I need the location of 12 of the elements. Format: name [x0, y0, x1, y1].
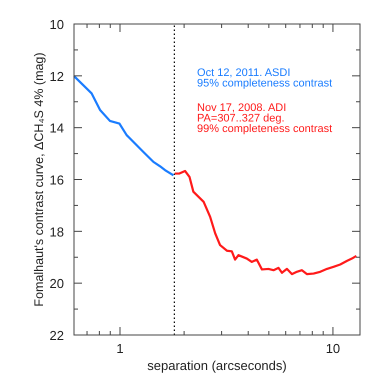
y-tick-label: 14 — [50, 120, 64, 136]
y-tick-label: 18 — [50, 224, 64, 240]
text: Nov 17, 2008. ADI PA=307..327 deg. 99% completeness contrast — [197, 102, 332, 135]
y-tick-label: 10 — [50, 17, 64, 32]
y-tick-label: 20 — [50, 276, 64, 292]
y-tick-label: 16 — [50, 172, 64, 188]
text: Oct 12, 2011. ASDI 95% completeness contrast — [197, 67, 332, 90]
y-tick-label: 22 — [50, 328, 64, 343]
y-tick-label: 12 — [50, 68, 64, 84]
y-axis-title: Fomalhaut's contrast curve, ΔCH₄S 4% (mag) — [32, 52, 46, 307]
x-axis-title: separation (arcseconds) — [147, 358, 287, 373]
x-tick-label: 1 — [116, 341, 124, 356]
